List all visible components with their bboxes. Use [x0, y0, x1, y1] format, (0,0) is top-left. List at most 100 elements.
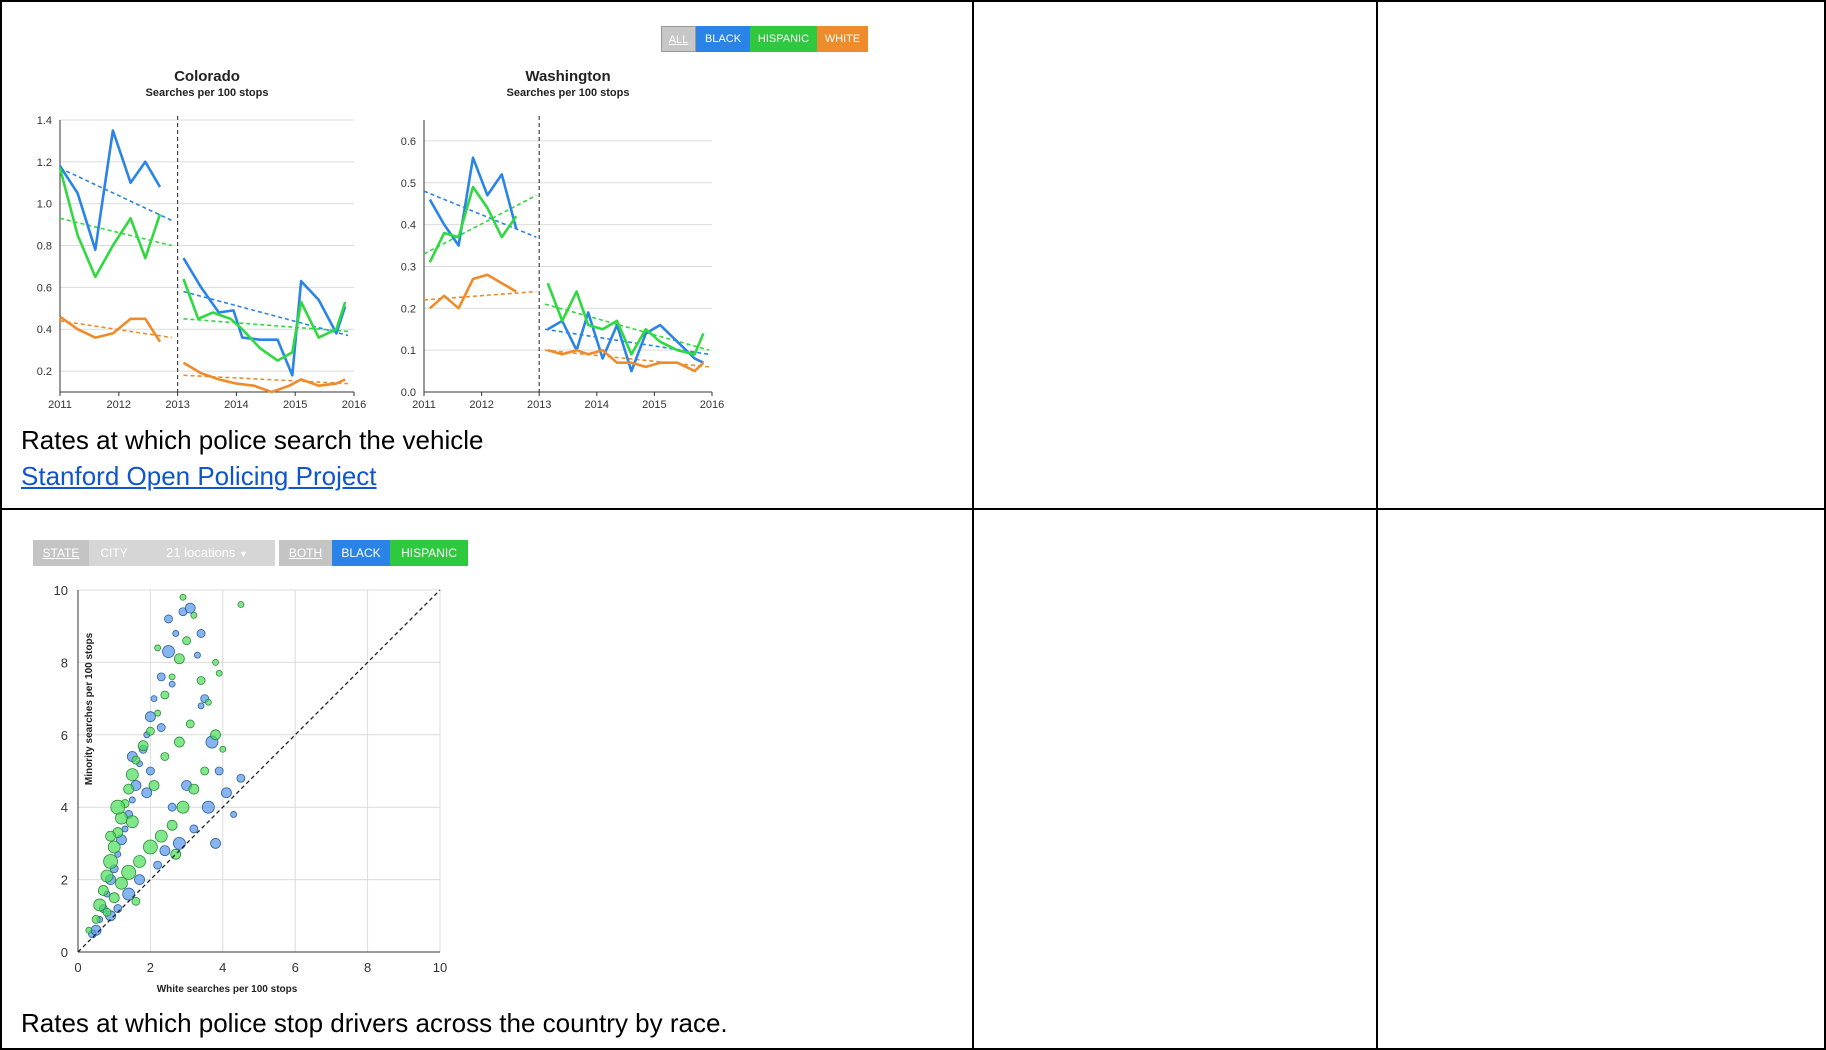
washington-subtitle: Searches per 100 stops: [507, 87, 630, 99]
scatter-point-hispanic: [115, 876, 128, 890]
washington-x-tick: 2013: [527, 399, 551, 411]
scatter-point-hispanic: [212, 659, 219, 666]
scatter-point-black: [221, 787, 232, 799]
scatter-point-hispanic: [237, 601, 245, 608]
washington-x-tick: 2016: [700, 399, 724, 411]
colorado-trend-black: [183, 290, 349, 337]
scatter-point-hispanic: [91, 915, 101, 924]
top-caption: Rates at which police search the vehicle: [21, 425, 484, 455]
washington-x-tick: 2015: [642, 399, 666, 411]
scatter-point-hispanic: [185, 719, 195, 729]
scatter-y-tick: 2: [61, 873, 68, 888]
colorado-y-tick: 0.8: [37, 241, 52, 253]
scatter-point-hispanic: [179, 593, 187, 601]
washington-y-tick: 0.0: [401, 387, 416, 399]
washington-series-hispanic: [546, 282, 705, 356]
washington-y-tick: 0.5: [401, 178, 416, 190]
scatter-point-black: [196, 629, 206, 638]
toggle-all-button[interactable]: ALL: [661, 26, 696, 52]
scatter-point-hispanic: [102, 907, 112, 917]
scatter-x-tick: 4: [219, 960, 226, 975]
colorado-series-black: [182, 257, 347, 377]
scatter-point-hispanic: [215, 669, 223, 677]
scatter-point-hispanic: [154, 709, 162, 717]
scatter-point-hispanic: [196, 676, 206, 685]
washington-line-chart: Washington Searches per 100 stops 0.0 0.1 0.…: [401, 68, 725, 411]
washington-series-white: [547, 348, 705, 373]
scatter-point-hispanic: [125, 815, 139, 829]
scatter-point-hispanic: [204, 698, 212, 706]
scatter-point-hispanic: [148, 780, 160, 791]
scatter-y-tick: 8: [61, 655, 68, 670]
toggle-both-button[interactable]: BOTH: [279, 540, 332, 566]
scatter-point-hispanic: [125, 768, 139, 782]
colorado-series-hispanic: [182, 278, 347, 362]
colorado-x-tick: 2013: [165, 399, 189, 411]
caret-down-icon: ▼: [239, 549, 248, 559]
toggle-black-button[interactable]: BLACK: [696, 26, 750, 52]
scatter-point-black: [189, 824, 199, 834]
scatter-point-hispanic: [188, 783, 200, 795]
washington-series-black: [428, 156, 518, 247]
toggle-black-button-2[interactable]: BLACK: [332, 540, 390, 566]
scatter-point-hispanic: [145, 726, 155, 736]
colorado-trend-white: [59, 320, 172, 339]
washington-trend-hispanic: [423, 194, 537, 255]
scatter-point-black: [153, 860, 163, 870]
scatter-point-hispanic: [121, 864, 137, 880]
scatter-x-tick: 6: [292, 960, 299, 975]
scatter-y-tick: 0: [61, 945, 68, 960]
washington-trend-hispanic: [544, 303, 710, 351]
scatter-point-hispanic: [182, 636, 192, 646]
scatter-point-hispanic: [107, 840, 121, 854]
scatter-point-black: [230, 811, 238, 818]
scatter-point-hispanic: [173, 736, 185, 748]
cell-r2c2: [972, 508, 1378, 1050]
scatter-point-black: [236, 773, 246, 783]
scatter-point-hispanic: [97, 885, 109, 896]
scatter-x-tick: 8: [364, 960, 371, 975]
scatter-point-black: [134, 874, 145, 886]
scatter-point-black: [159, 845, 171, 857]
scatter-point-black: [168, 680, 176, 688]
scatter-y-tick: 4: [61, 800, 68, 815]
scatter-point-hispanic: [105, 830, 116, 842]
scatter-y-tick: 10: [54, 583, 68, 598]
scatter-point-hispanic: [160, 690, 170, 700]
toggle-white-button[interactable]: WHITE: [817, 26, 868, 52]
scatter-point-black: [210, 837, 221, 849]
scatter-point-hispanic: [103, 854, 118, 869]
scatter-point-hispanic: [85, 926, 93, 934]
washington-y-tick: 0.6: [401, 136, 416, 148]
washington-series-white: [428, 273, 517, 310]
colorado-series-white: [182, 361, 346, 394]
toggle-hispanic-button[interactable]: HISPANIC: [750, 26, 817, 52]
washington-series-black: [547, 311, 704, 373]
scatter-point-hispanic: [190, 611, 198, 619]
scatter-y-tick: 6: [61, 728, 68, 743]
colorado-y-tick: 1.0: [37, 199, 52, 211]
scatter-point-black: [162, 645, 175, 658]
scatter-point-hispanic: [108, 892, 120, 904]
bottom-caption: Rates at which police stop drivers acros…: [21, 1008, 728, 1038]
scatter-point-black: [121, 825, 129, 833]
scatter-point-black: [184, 602, 196, 614]
washington-x-tick: 2012: [469, 399, 493, 411]
scatter-point-hispanic: [168, 673, 176, 681]
scatter-point-black: [156, 672, 166, 682]
stanford-link[interactable]: Stanford Open Policing Project: [21, 461, 377, 491]
scatter-point-black: [141, 787, 153, 799]
locations-dropdown[interactable]: 21 locations ▼: [139, 540, 275, 566]
washington-y-tick: 0.1: [401, 345, 416, 357]
scatter-y-label: Minority searches per 100 stops: [84, 632, 95, 785]
scatter-diagonal: [77, 589, 441, 953]
scatter-point-hispanic: [142, 839, 158, 855]
scatter-point-hispanic: [166, 819, 178, 831]
toggle-hispanic-button-2[interactable]: HISPANIC: [390, 540, 468, 566]
cell-r2c3: [1376, 508, 1826, 1050]
scatter-point-black: [122, 887, 136, 901]
toggle-city-button[interactable]: CITY: [89, 540, 139, 566]
colorado-x-tick: 2012: [107, 399, 131, 411]
toggle-state-button[interactable]: STATE: [33, 540, 89, 566]
